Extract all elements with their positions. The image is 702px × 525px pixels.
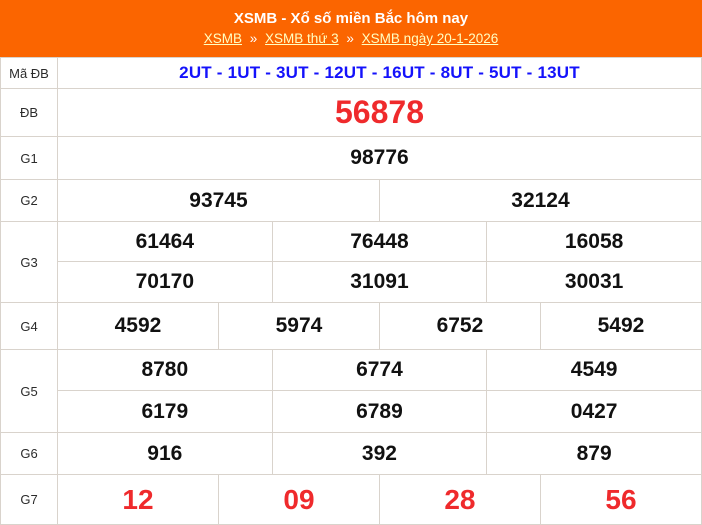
prize-value-g4: 5492 (539, 302, 702, 350)
prize-value-g2: 32124 (378, 179, 702, 222)
prize-label-g7: G7 (0, 474, 58, 525)
prize-label-db: ĐB (0, 88, 58, 137)
prize-value-g3: 30031 (486, 261, 702, 303)
prize-value-g5: 8780 (57, 349, 273, 391)
table-row-db: ĐB 56878 (0, 88, 702, 137)
prize-value-g5: 4549 (486, 349, 702, 391)
prize-label-g6: G6 (0, 432, 58, 475)
breadcrumb: XSMB » XSMB thứ 3 » XSMB ngày 20-1-2026 (204, 30, 499, 48)
table-row-g6: G6 916 392 879 (0, 432, 702, 475)
table-row-g1: G1 98776 (0, 136, 702, 180)
prize-value-g5: 6179 (57, 390, 273, 433)
table-row-g3-1: G3 61464 76448 16058 (0, 221, 702, 303)
prize-label-g1: G1 (0, 136, 58, 180)
prize-value-db: 56878 (57, 88, 702, 137)
breadcrumb-separator: » (346, 31, 354, 46)
prize-label-madb: Mã ĐB (0, 57, 58, 89)
prize-value-g3: 16058 (486, 221, 702, 262)
prize-value-g2: 93745 (57, 179, 380, 222)
table-row-madb: Mã ĐB 2UT - 1UT - 3UT - 12UT - 16UT - 8UT… (0, 57, 702, 89)
breadcrumb-separator: » (249, 31, 258, 46)
table-row-g5-1: G5 8780 6774 4549 (0, 349, 702, 433)
prize-label-g5: G5 (0, 349, 58, 433)
breadcrumb-link-xsmb[interactable]: XSMB (203, 31, 242, 46)
table-row-g7: G7 12 09 28 56 (0, 474, 702, 525)
prize-label-g4: G4 (0, 302, 58, 350)
prize-value-g3: 76448 (271, 221, 488, 262)
prize-value-g1: 98776 (57, 136, 702, 180)
page-title: XSMB - Xổ số miền Bắc hôm nay (233, 10, 469, 27)
prize-label-g3: G3 (0, 221, 58, 303)
prize-value-g7: 56 (539, 474, 702, 525)
results-table: Mã ĐB 2UT - 1UT - 3UT - 12UT - 16UT - 8UT… (0, 57, 702, 525)
table-row-g3-2: 70170 31091 30031 (1, 261, 702, 303)
prize-value-g7: 12 (57, 474, 219, 525)
prize-value-g4: 6752 (378, 302, 541, 350)
prize-value-g5: 0427 (486, 390, 702, 433)
prize-value-g5: 6774 (271, 349, 488, 391)
prize-value-g6: 916 (57, 432, 273, 475)
table-row-g2: G2 93745 32124 (0, 179, 702, 222)
table-row-g4: G4 4592 5974 6752 5492 (0, 302, 702, 350)
prize-value-g7: 09 (217, 474, 380, 525)
prize-value-g6: 392 (271, 432, 488, 475)
table-row-g5-2: 6179 6789 0427 (1, 390, 702, 433)
prize-value-g4: 4592 (57, 302, 219, 350)
prize-value-g4: 5974 (217, 302, 380, 350)
prize-value-g3: 70170 (57, 261, 273, 303)
prize-value-g3: 61464 (57, 221, 273, 262)
prize-value-madb: 2UT - 1UT - 3UT - 12UT - 16UT - 8UT - 5U… (57, 57, 702, 89)
prize-value-g3: 31091 (271, 261, 488, 303)
prize-value-g5: 6789 (271, 390, 488, 433)
header-banner: XSMB - Xổ số miền Bắc hôm nay XSMB » XSM… (0, 0, 702, 57)
prize-label-g2: G2 (0, 179, 58, 222)
breadcrumb-link-xsmb-thu-3[interactable]: XSMB thứ 3 (265, 31, 339, 46)
breadcrumb-link-xsmb-ngay[interactable]: XSMB ngày 20-1-2026 (361, 31, 499, 46)
prize-value-g7: 28 (378, 474, 541, 525)
prize-value-g6: 879 (486, 432, 702, 475)
